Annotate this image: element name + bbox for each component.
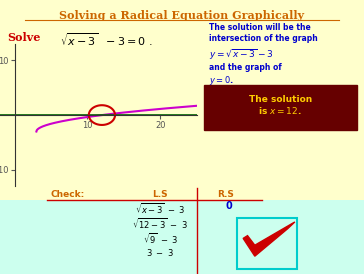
FancyBboxPatch shape [204,85,357,130]
Text: $y = 0$.: $y = 0$. [209,74,234,87]
Polygon shape [243,222,295,256]
Text: Check:: Check: [51,190,85,199]
Text: Solving a Radical Equation Graphically: Solving a Radical Equation Graphically [59,10,305,21]
Text: 0: 0 [226,201,233,211]
Text: is $x = 12$.: is $x = 12$. [258,105,302,116]
Text: $3\ -\ 3$: $3\ -\ 3$ [146,247,174,258]
Text: L.S: L.S [153,190,168,199]
FancyBboxPatch shape [0,188,364,200]
Text: $\sqrt{x-3}\ \ - 3 = 0\ .$: $\sqrt{x-3}\ \ - 3 = 0\ .$ [60,32,153,48]
Text: $\sqrt{9}\ -\ 3$: $\sqrt{9}\ -\ 3$ [143,232,178,246]
FancyBboxPatch shape [0,188,364,274]
Text: $y = \sqrt{x-3} - 3$: $y = \sqrt{x-3} - 3$ [209,48,274,62]
Text: R.S: R.S [217,190,234,199]
Text: intersection of the graph: intersection of the graph [209,34,318,43]
Text: and the graph of: and the graph of [209,63,282,72]
Text: The solution will be the: The solution will be the [209,23,311,32]
Text: $\sqrt{x-3}\ -\ 3$: $\sqrt{x-3}\ -\ 3$ [135,201,185,216]
Text: Solve: Solve [7,32,41,42]
Text: The solution: The solution [249,95,312,104]
Text: $\sqrt{12-3}\ -\ 3$: $\sqrt{12-3}\ -\ 3$ [132,216,188,231]
